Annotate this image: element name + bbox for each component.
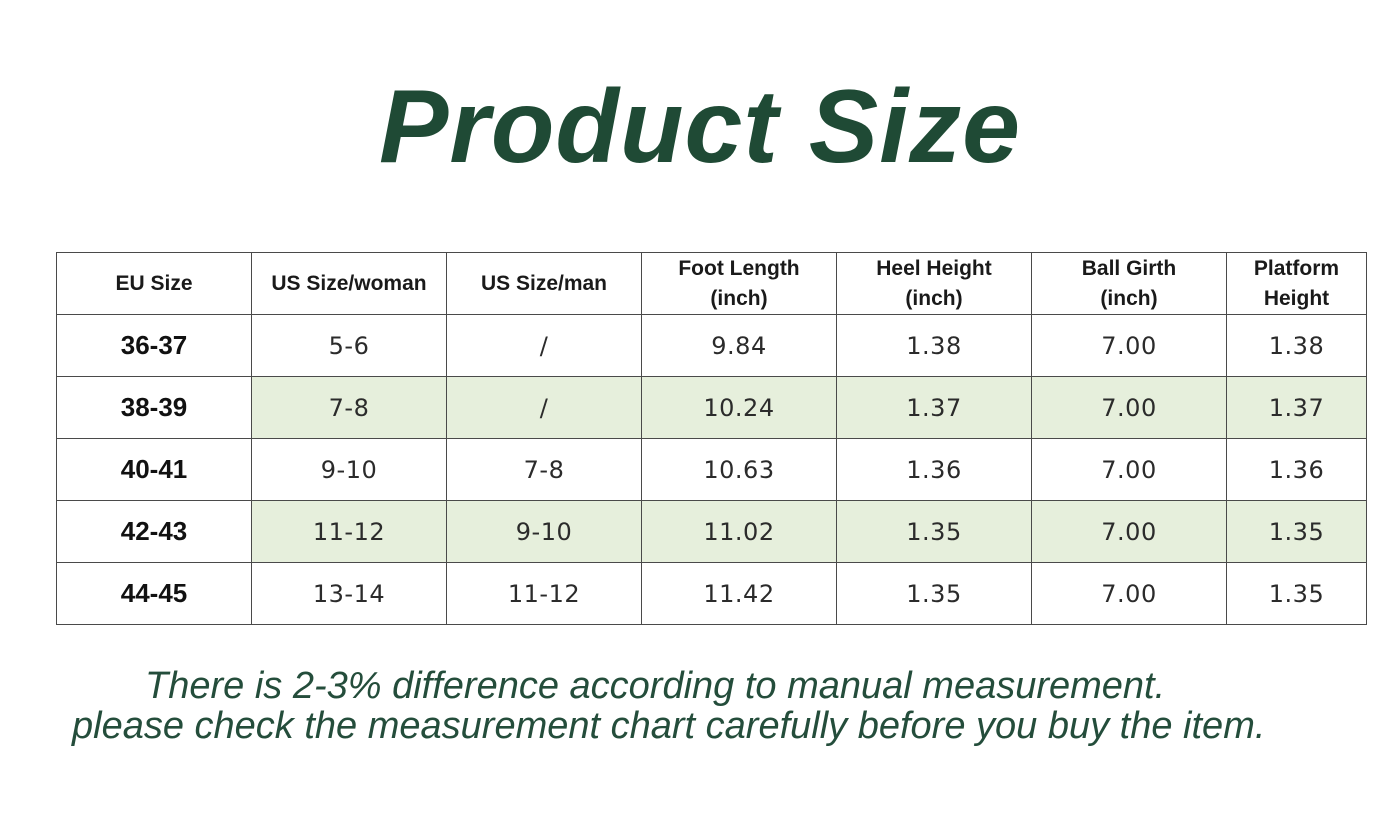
- cell-ball-girth: 7.00: [1031, 500, 1227, 563]
- cell-ball-girth: 7.00: [1031, 438, 1227, 501]
- cell-ball-girth: 7.00: [1031, 314, 1227, 377]
- cell-foot-length: 10.63: [641, 438, 837, 501]
- cell-eu-size: 44-45: [56, 562, 252, 625]
- cell-platform-height: 1.37: [1226, 376, 1367, 439]
- cell-eu-size: 36-37: [56, 314, 252, 377]
- header-us-size-woman: US Size/woman: [251, 252, 447, 315]
- cell-foot-length: 9.84: [641, 314, 837, 377]
- cell-heel-height: 1.36: [836, 438, 1032, 501]
- table-header-row: EU Size US Size/woman US Size/man Foot L…: [56, 252, 1367, 315]
- cell-heel-height: 1.35: [836, 500, 1032, 563]
- header-foot-length: Foot Length (inch): [641, 252, 837, 315]
- header-platform-height: Platform Height: [1226, 252, 1367, 315]
- cell-us-size-woman: 13-14: [251, 562, 447, 625]
- cell-platform-height: 1.36: [1226, 438, 1367, 501]
- measurement-note: There is 2-3% difference according to ma…: [145, 665, 1166, 707]
- header-eu-size: EU Size: [56, 252, 252, 315]
- cell-foot-length: 11.42: [641, 562, 837, 625]
- cell-us-size-woman: 7-8: [251, 376, 447, 439]
- cell-us-size-woman: 5-6: [251, 314, 447, 377]
- cell-us-size-man: /: [446, 376, 642, 439]
- cell-us-size-man: /: [446, 314, 642, 377]
- cell-us-size-woman: 11-12: [251, 500, 447, 563]
- cell-foot-length: 11.02: [641, 500, 837, 563]
- cell-heel-height: 1.38: [836, 314, 1032, 377]
- cell-ball-girth: 7.00: [1031, 562, 1227, 625]
- table-row: 44-45 13-14 11-12 11.42 1.35 7.00 1.35: [56, 562, 1367, 625]
- header-ball-girth: Ball Girth (inch): [1031, 252, 1227, 315]
- table-row: 42-43 11-12 9-10 11.02 1.35 7.00 1.35: [56, 500, 1367, 563]
- size-chart-table: EU Size US Size/woman US Size/man Foot L…: [56, 252, 1367, 625]
- cell-eu-size: 38-39: [56, 376, 252, 439]
- cell-platform-height: 1.35: [1226, 562, 1367, 625]
- cell-eu-size: 42-43: [56, 500, 252, 563]
- header-us-size-man: US Size/man: [446, 252, 642, 315]
- cell-us-size-woman: 9-10: [251, 438, 447, 501]
- table-row: 40-41 9-10 7-8 10.63 1.36 7.00 1.36: [56, 438, 1367, 501]
- page-title: Product Size: [379, 69, 1021, 185]
- cell-us-size-man: 9-10: [446, 500, 642, 563]
- cell-platform-height: 1.35: [1226, 500, 1367, 563]
- table-row: 38-39 7-8 / 10.24 1.37 7.00 1.37: [56, 376, 1367, 439]
- cell-platform-height: 1.38: [1226, 314, 1367, 377]
- measurement-advice: please check the measurement chart caref…: [72, 705, 1266, 747]
- header-heel-height: Heel Height (inch): [836, 252, 1032, 315]
- cell-us-size-man: 11-12: [446, 562, 642, 625]
- table-row: 36-37 5-6 / 9.84 1.38 7.00 1.38: [56, 314, 1367, 377]
- cell-heel-height: 1.35: [836, 562, 1032, 625]
- cell-eu-size: 40-41: [56, 438, 252, 501]
- cell-foot-length: 10.24: [641, 376, 837, 439]
- cell-us-size-man: 7-8: [446, 438, 642, 501]
- cell-heel-height: 1.37: [836, 376, 1032, 439]
- cell-ball-girth: 7.00: [1031, 376, 1227, 439]
